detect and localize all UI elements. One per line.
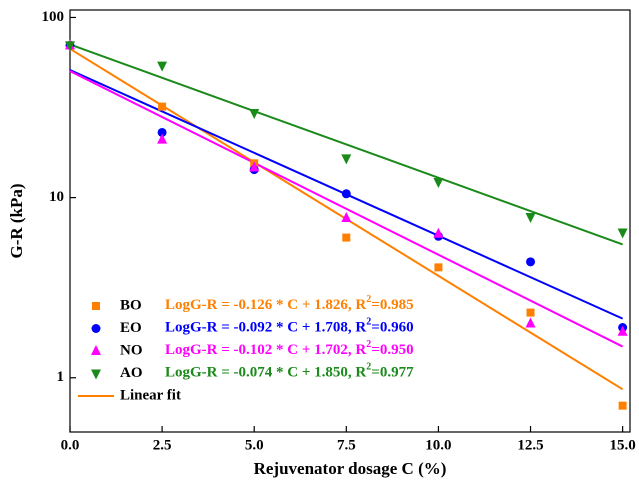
marker [617,325,628,336]
equation-part: =0.960 [371,320,413,336]
marker [617,228,628,239]
marker [249,161,260,172]
x-tick-label: 10.0 [425,437,451,453]
x-tick-label: 12.5 [517,437,543,453]
equation: LogG-R = -0.102 * C + 1.702, R2=0.950 [165,339,414,358]
legend-marker [91,345,101,355]
x-tick-label: 5.0 [245,437,264,453]
equation: LogG-R = -0.092 * C + 1.708, R2=0.960 [165,317,414,336]
equation-part: =0.950 [371,342,413,358]
legend-marker [91,369,101,380]
equation-part: 2 [366,317,371,328]
marker [157,61,168,72]
marker [157,127,167,137]
marker [341,189,351,199]
legend-label: BO [120,297,142,313]
equation-part: LogG-R = -0.126 * C + 1.826, R [165,297,366,313]
equation-part: =0.977 [371,365,414,381]
y-tick-label: 100 [42,9,65,25]
x-axis-title: Rejuvenator dosage C (%) [254,459,447,478]
marker [158,102,167,111]
y-axis-title: G-R (kPa) [7,183,26,258]
marker [618,401,627,410]
equation-part: =0.985 [371,297,413,313]
equation: LogG-R = -0.126 * C + 1.826, R2=0.985 [165,294,414,313]
equation-part: 2 [366,294,371,305]
equation-part: 2 [366,339,371,350]
y-tick-label: 1 [57,369,65,385]
plot-frame [69,9,631,433]
equation-part: LogG-R = -0.074 * C + 1.850, R [165,365,366,381]
marker [434,263,443,272]
marker [433,178,444,189]
legend-marker [91,324,101,333]
y-tick-label: 10 [49,189,64,205]
marker [526,308,535,317]
equation-part: LogG-R = -0.092 * C + 1.708, R [165,320,366,336]
marker [433,227,444,238]
legend-label: NO [120,342,143,358]
legend-label: AO [120,365,143,381]
marker [342,233,351,242]
marker [249,108,260,119]
equation-part: 2 [366,362,371,373]
marker [341,154,352,165]
legend-label: Linear fit [120,387,181,403]
fit-line [69,70,624,348]
marker [65,41,75,52]
x-tick-label: 2.5 [153,437,172,453]
marker [157,133,168,144]
x-tick-label: 7.5 [337,437,356,453]
equation-part: LogG-R = -0.102 * C + 1.702, R [165,342,366,358]
marker [525,317,536,328]
x-tick-label: 0.0 [61,437,80,453]
marker [526,257,536,267]
marker [341,212,352,223]
legend-label: EO [120,320,142,336]
legend-marker [92,302,100,310]
marker [525,213,536,224]
fit-line [69,43,623,246]
x-tick-label: 15.0 [610,437,636,453]
equation: LogG-R = -0.074 * C + 1.850, R2=0.977 [165,362,414,381]
